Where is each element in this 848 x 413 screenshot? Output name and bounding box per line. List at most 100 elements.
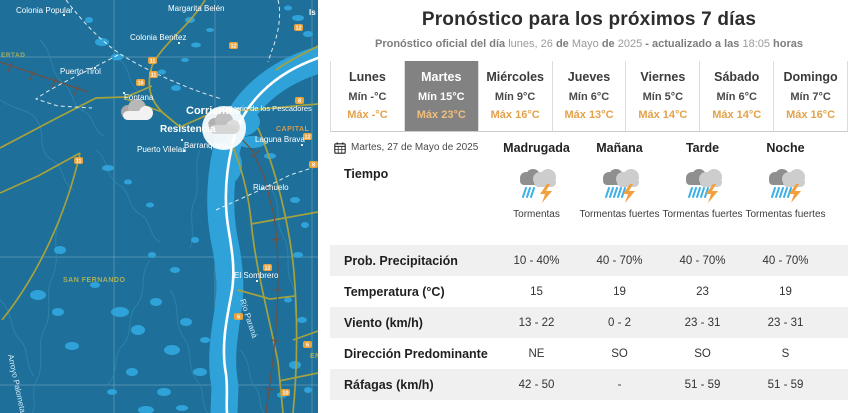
route-shield: 12 [295, 25, 301, 31]
storm-icon [515, 167, 559, 208]
tab-max-temp: Máx 23°C [416, 109, 466, 121]
map-base [0, 0, 318, 413]
tab-day-label: Martes [421, 70, 462, 84]
map-place-labels: Colonia Popular Margarita Belén Colonia … [16, 4, 316, 280]
route-shield: 11 [150, 58, 156, 64]
cell-value: 19 [779, 285, 792, 298]
route-shield: 8 [298, 98, 301, 104]
row-label: Dirección Predominante [344, 346, 488, 361]
tab-min-temp: Mín 6°C [568, 91, 610, 103]
cell-value: - [617, 378, 622, 391]
map-label: Margarita Belén [168, 4, 224, 13]
date-text: Martes, 27 de Mayo de 2025 [351, 142, 479, 153]
tab-day-label: Miércoles [486, 70, 544, 84]
cell-value: 10 - 40% [513, 254, 560, 267]
route-shield: 8 [312, 162, 315, 168]
table-row-temperature: Temperatura (°C) 15 19 23 19 [330, 276, 848, 307]
page-title: Pronóstico para los próximos 7 días [421, 9, 757, 30]
tab-max-temp: Máx -°C [347, 109, 388, 121]
tab-jueves[interactable]: Jueves Mín 6°C Máx 13°C [553, 61, 627, 131]
tab-day-label: Lunes [349, 70, 386, 84]
map-lagoons [30, 5, 313, 413]
subtitle-segment: de [555, 38, 572, 50]
resistencia-cloud-icon [121, 99, 153, 120]
tab-miercoles[interactable]: Miércoles Mín 9°C Máx 16°C [479, 61, 553, 131]
corrientes-cloud-icon [202, 106, 246, 150]
region-label: SAN FERNANDO [63, 277, 125, 284]
map-label: Riachuelo [253, 183, 289, 192]
route-shield: 6 [237, 314, 240, 320]
cell-value: 23 [696, 285, 709, 298]
tab-max-temp: Máx 16°C [786, 109, 836, 121]
cell-value: 51 - 59 [767, 378, 804, 391]
cell-value: 40 - 70% [762, 254, 809, 267]
weather-cell-madrugada: Tormentas [495, 167, 578, 222]
row-label: Viento (km/h) [344, 315, 423, 330]
weather-caption: Tormentas fuertes [662, 209, 743, 220]
map-label: Barranqueras [184, 141, 232, 150]
subtitle-segment: - actualizado a las [645, 38, 743, 50]
calendar-icon [334, 141, 346, 154]
weather-caption: Tormentas fuertes [745, 209, 826, 220]
cell-value: 0 - 2 [607, 316, 631, 329]
weather-cell-manana: Tormentas fuertes [578, 167, 661, 222]
subtitle-segment: 2025 [617, 38, 646, 50]
route-shield: 12 [264, 265, 270, 271]
row-label: Ráfagas (km/h) [344, 377, 434, 392]
tab-viernes[interactable]: Viernes Mín 5°C Máx 14°C [626, 61, 701, 131]
map-region-labels: ERTAD SAN FERNANDO CAPITAL EN [1, 52, 318, 360]
weather-caption: Tormentas [513, 209, 560, 220]
map-panel[interactable]: 11 11 16 12 12 8 12 8 12 6 6 10 11 [0, 0, 318, 413]
period-manana: Mañana [596, 140, 643, 155]
map-label-corrientes: Corrientes [186, 105, 241, 117]
map-label-resistencia: Resistencia [160, 124, 216, 135]
table-row-precipitation: Prob. Precipitación 10 - 40% 40 - 70% 40… [330, 245, 848, 276]
region-label: CAPITAL [276, 126, 310, 133]
cell-value: 40 - 70% [596, 254, 643, 267]
tab-lunes[interactable]: Lunes Mín -°C Máx -°C [331, 61, 405, 131]
tab-domingo[interactable]: Domingo Mín 7°C Máx 16°C [774, 61, 848, 131]
route-shield: 10 [282, 390, 288, 396]
table-row-gusts: Ráfagas (km/h) 42 - 50 - 51 - 59 51 - 59 [330, 369, 848, 400]
town-dots [63, 14, 303, 282]
tab-day-label: Domingo [783, 70, 838, 84]
map-label: Puerto Vilelas [137, 145, 186, 154]
cell-value: S [781, 347, 790, 360]
day-tabs: Lunes Mín -°C Máx -°C Martes Mín 15°C Má… [330, 61, 848, 132]
map-label: Fontana [124, 93, 154, 102]
tab-day-label: Sábado [714, 70, 760, 84]
subtitle-segment: Mayo [571, 38, 602, 50]
subtitle-segment: lunes, 26 [508, 38, 556, 50]
route-shield: 11 [76, 158, 82, 164]
cell-value: SO [611, 347, 628, 360]
cell-value: 40 - 70% [679, 254, 726, 267]
tab-martes[interactable]: Martes Mín 15°C Máx 23°C [404, 61, 479, 131]
tab-min-temp: Mín 6°C [716, 91, 757, 103]
cell-value: SO [694, 347, 711, 360]
cell-value: 15 [530, 285, 543, 298]
tab-min-temp: Mín 9°C [494, 91, 536, 103]
tab-sabado[interactable]: Sábado Mín 6°C Máx 14°C [700, 61, 775, 131]
river-course-line [222, 56, 318, 413]
map-label: Puerto Tirol [60, 67, 101, 76]
tab-day-label: Jueves [567, 70, 611, 84]
cell-value: 23 - 31 [684, 316, 721, 329]
route-shield: 6 [306, 342, 309, 348]
route-shields: 11 11 16 12 12 8 12 8 12 6 6 10 11 [74, 24, 318, 396]
tab-max-temp: Máx 14°C [712, 109, 762, 121]
tab-max-temp: Máx 14°C [638, 109, 688, 121]
heavy-storm-icon [764, 167, 808, 208]
route-shield: 12 [304, 134, 310, 140]
weather-cell-tarde: Tormentas fuertes [661, 167, 744, 222]
map-label: Laguna Brava [255, 135, 305, 144]
tab-min-temp: Mín 5°C [642, 91, 684, 103]
cell-value: 51 - 59 [684, 378, 721, 391]
cell-value: 42 - 50 [518, 378, 555, 391]
selected-date: Martes, 27 de Mayo de 2025 [330, 141, 495, 154]
heavy-storm-icon [598, 167, 642, 208]
table-row-wind: Viento (km/h) 13 - 22 0 - 2 23 - 31 23 -… [330, 307, 848, 338]
map-label: El Sombrero [234, 271, 279, 280]
cell-value: 19 [613, 285, 626, 298]
tab-min-temp: Mín 7°C [790, 91, 831, 103]
